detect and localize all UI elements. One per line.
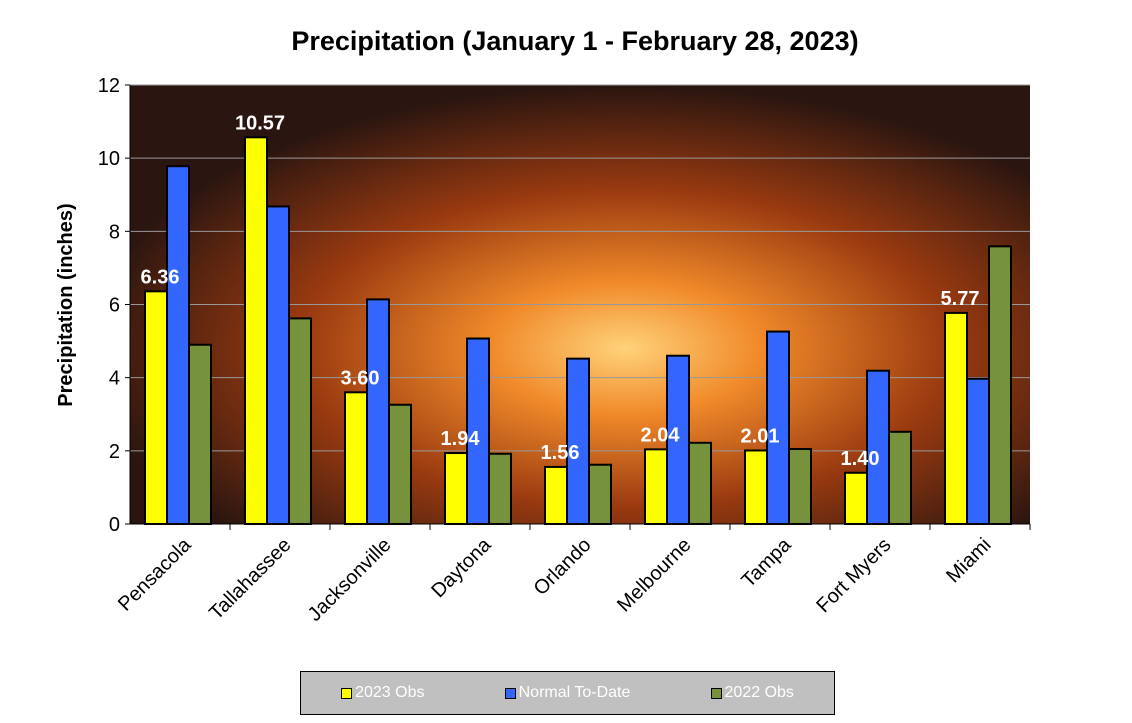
legend-swatch [341, 687, 353, 699]
bar-2022-obs [288, 317, 312, 525]
legend-item: 2023 Obs [341, 684, 424, 702]
bar-2023-obs [744, 449, 768, 525]
bar-2023-obs [144, 290, 168, 525]
bar-2023-obs [944, 311, 968, 525]
x-tick-label: Tallahassee [205, 534, 295, 624]
bar-2023-obs [544, 465, 568, 525]
bar-2022-obs [988, 245, 1012, 526]
legend-item: 2022 Obs [710, 684, 794, 702]
bar-2023-obs [844, 471, 868, 525]
chart-title: Precipitation (January 1 - February 28, … [291, 26, 859, 56]
x-tick-label: Melbourne [613, 534, 695, 616]
data-label: 1.40 [841, 448, 880, 470]
bar-normal-to-date [166, 165, 190, 525]
y-axis-label: Precipitation (inches) [55, 203, 77, 406]
data-label: 5.77 [941, 288, 980, 310]
x-tick-label: Fort Myers [812, 534, 895, 617]
data-label: 10.57 [235, 112, 285, 134]
y-tick-label: 10 [98, 148, 120, 170]
y-tick-label: 8 [109, 221, 120, 243]
bar-2023-obs [344, 391, 368, 525]
y-tick-label: 2 [109, 441, 120, 463]
y-tick-label: 4 [109, 368, 120, 390]
bar-2022-obs [888, 430, 912, 525]
data-label: 3.60 [341, 367, 380, 389]
bar-normal-to-date [966, 377, 990, 525]
x-tick-label: Tampa [738, 533, 797, 592]
bar-normal-to-date [266, 205, 290, 525]
bar-2022-obs [788, 448, 812, 526]
x-tick-label: Daytona [427, 533, 496, 602]
x-tick-label: Miami [942, 534, 995, 587]
data-label: 1.56 [541, 442, 580, 464]
data-label: 6.36 [141, 266, 180, 288]
data-label: 2.04 [641, 424, 681, 446]
bar-2023-obs [644, 448, 668, 525]
data-label: 2.01 [741, 425, 780, 447]
legend-label: 2023 Obs [355, 684, 425, 701]
y-tick-label: 6 [109, 295, 120, 317]
bar-2023-obs [444, 452, 468, 525]
bar-2022-obs [388, 403, 412, 526]
bar-2022-obs [488, 452, 512, 526]
legend-label: Normal To-Date [518, 684, 631, 701]
x-tick-label: Jacksonville [304, 534, 396, 626]
legend-label: 2022 Obs [724, 684, 794, 701]
bar-2023-obs [244, 136, 268, 525]
legend-item: Normal To-Date [504, 684, 631, 702]
x-tick-label: Orlando [530, 534, 596, 600]
bar-2022-obs [688, 441, 712, 525]
legend-swatch [710, 687, 722, 699]
x-tick-label: Pensacola [114, 533, 196, 615]
data-label: 1.94 [441, 428, 481, 450]
bar-normal-to-date [366, 298, 390, 525]
y-tick-label: 12 [98, 75, 120, 97]
legend: 2023 Obs Normal To-Date 2022 Obs [300, 671, 835, 715]
bar-2022-obs [188, 343, 212, 525]
y-tick-label: 0 [109, 514, 120, 536]
legend-swatch [504, 687, 516, 699]
bar-2022-obs [588, 463, 612, 525]
